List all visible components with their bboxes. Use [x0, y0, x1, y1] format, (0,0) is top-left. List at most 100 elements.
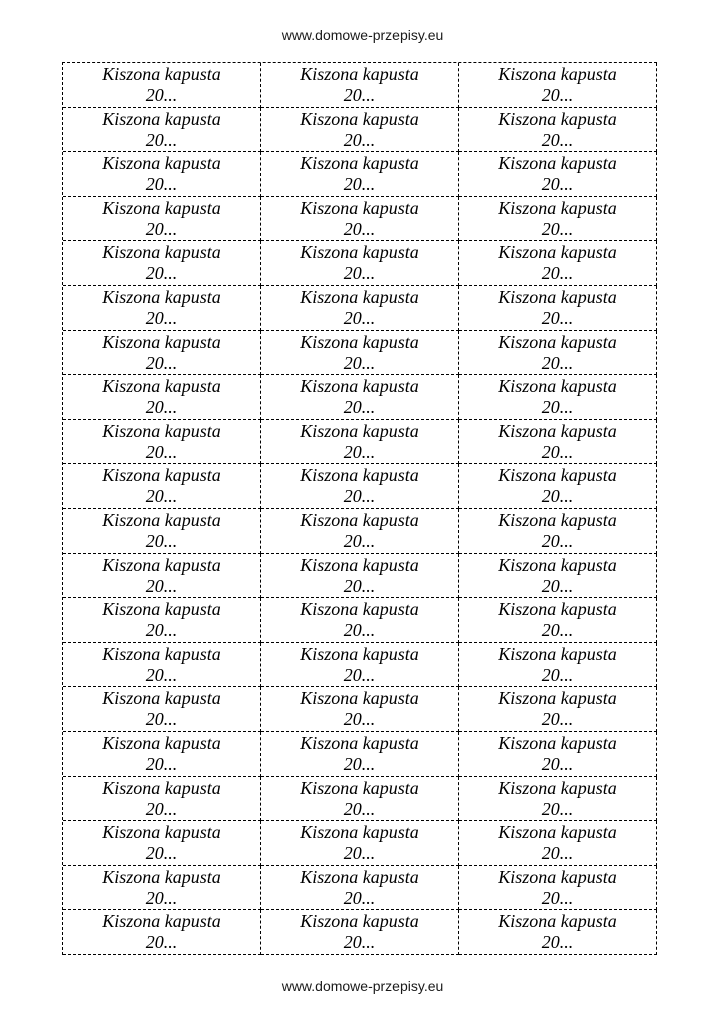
label-year: 20...: [343, 664, 376, 685]
label-year: 20...: [541, 843, 574, 864]
label-year: 20...: [145, 530, 178, 551]
label-title: Kiszona kapusta: [102, 732, 221, 753]
label-year: 20...: [343, 397, 376, 418]
label-year: 20...: [145, 174, 178, 195]
label-year: 20...: [145, 887, 178, 908]
label-title: Kiszona kapusta: [102, 108, 221, 129]
label-cell: Kiszona kapusta 20...: [63, 508, 261, 554]
label-title: Kiszona kapusta: [102, 822, 221, 843]
label-title: Kiszona kapusta: [300, 197, 419, 218]
label-year: 20...: [145, 843, 178, 864]
label-cell: Kiszona kapusta 20...: [63, 241, 261, 286]
label-cell: Kiszona kapusta 20...: [459, 107, 657, 153]
label-cell: Kiszona kapusta 20...: [63, 776, 261, 822]
label-cell: Kiszona kapusta 20...: [459, 196, 657, 242]
label-year: 20...: [145, 709, 178, 730]
label-title: Kiszona kapusta: [300, 866, 419, 887]
label-year: 20...: [541, 441, 574, 462]
label-title: Kiszona kapusta: [300, 108, 419, 129]
label-cell: Kiszona kapusta 20...: [459, 821, 657, 866]
label-title: Kiszona kapusta: [300, 822, 419, 843]
label-cell: Kiszona kapusta 20...: [261, 330, 459, 376]
label-year: 20...: [343, 352, 376, 373]
label-year: 20...: [145, 307, 178, 328]
label-cell: Kiszona kapusta 20...: [261, 285, 459, 331]
label-title: Kiszona kapusta: [498, 420, 617, 441]
label-cell: Kiszona kapusta 20...: [459, 910, 657, 955]
label-cell: Kiszona kapusta 20...: [261, 821, 459, 866]
label-year: 20...: [541, 218, 574, 239]
label-year: 20...: [145, 932, 178, 953]
label-year: 20...: [145, 441, 178, 462]
label-year: 20...: [343, 486, 376, 507]
label-title: Kiszona kapusta: [498, 777, 617, 798]
label-cell: Kiszona kapusta 20...: [261, 152, 459, 197]
label-title: Kiszona kapusta: [300, 331, 419, 352]
label-year: 20...: [343, 753, 376, 774]
label-cell: Kiszona kapusta 20...: [63, 419, 261, 465]
label-cell: Kiszona kapusta 20...: [459, 642, 657, 688]
label-year: 20...: [541, 486, 574, 507]
label-title: Kiszona kapusta: [102, 554, 221, 575]
label-cell: Kiszona kapusta 20...: [459, 776, 657, 822]
label-cell: Kiszona kapusta 20...: [63, 330, 261, 376]
label-cell: Kiszona kapusta 20...: [63, 553, 261, 599]
label-cell: Kiszona kapusta 20...: [459, 731, 657, 777]
label-title: Kiszona kapusta: [498, 554, 617, 575]
label-title: Kiszona kapusta: [102, 331, 221, 352]
label-cell: Kiszona kapusta 20...: [261, 776, 459, 822]
label-title: Kiszona kapusta: [300, 376, 419, 397]
label-title: Kiszona kapusta: [498, 643, 617, 664]
label-year: 20...: [541, 129, 574, 150]
label-cell: Kiszona kapusta 20...: [261, 107, 459, 153]
label-year: 20...: [145, 798, 178, 819]
label-cell: Kiszona kapusta 20...: [459, 375, 657, 420]
label-title: Kiszona kapusta: [102, 911, 221, 932]
label-title: Kiszona kapusta: [102, 866, 221, 887]
label-title: Kiszona kapusta: [498, 286, 617, 307]
label-title: Kiszona kapusta: [102, 242, 221, 263]
label-year: 20...: [541, 85, 574, 105]
label-cell: Kiszona kapusta 20...: [261, 375, 459, 420]
label-title: Kiszona kapusta: [498, 822, 617, 843]
label-cell: Kiszona kapusta 20...: [459, 508, 657, 554]
label-title: Kiszona kapusta: [102, 153, 221, 174]
label-title: Kiszona kapusta: [300, 732, 419, 753]
label-cell: Kiszona kapusta 20...: [63, 152, 261, 197]
label-year: 20...: [145, 753, 178, 774]
label-year: 20...: [145, 263, 178, 284]
label-cell: Kiszona kapusta 20...: [63, 642, 261, 688]
label-title: Kiszona kapusta: [498, 197, 617, 218]
label-year: 20...: [145, 352, 178, 373]
label-year: 20...: [343, 530, 376, 551]
label-year: 20...: [343, 932, 376, 953]
label-cell: Kiszona kapusta 20...: [63, 910, 261, 955]
label-title: Kiszona kapusta: [300, 465, 419, 486]
label-year: 20...: [541, 174, 574, 195]
label-year: 20...: [343, 263, 376, 284]
label-year: 20...: [145, 664, 178, 685]
label-title: Kiszona kapusta: [498, 64, 617, 84]
label-cell: Kiszona kapusta 20...: [63, 821, 261, 866]
label-title: Kiszona kapusta: [300, 153, 419, 174]
label-year: 20...: [145, 85, 178, 105]
label-year: 20...: [541, 753, 574, 774]
label-year: 20...: [541, 575, 574, 596]
label-cell: Kiszona kapusta 20...: [63, 285, 261, 331]
label-title: Kiszona kapusta: [102, 599, 221, 620]
label-title: Kiszona kapusta: [300, 911, 419, 932]
label-year: 20...: [541, 887, 574, 908]
label-year: 20...: [343, 887, 376, 908]
label-cell: Kiszona kapusta 20...: [63, 464, 261, 509]
label-cell: Kiszona kapusta 20...: [63, 196, 261, 242]
label-title: Kiszona kapusta: [300, 688, 419, 709]
label-title: Kiszona kapusta: [300, 509, 419, 530]
label-cell: Kiszona kapusta 20...: [261, 687, 459, 732]
label-year: 20...: [343, 441, 376, 462]
label-title: Kiszona kapusta: [498, 911, 617, 932]
label-title: Kiszona kapusta: [498, 599, 617, 620]
label-cell: Kiszona kapusta 20...: [459, 419, 657, 465]
label-title: Kiszona kapusta: [498, 688, 617, 709]
label-year: 20...: [343, 174, 376, 195]
label-cell: Kiszona kapusta 20...: [63, 687, 261, 732]
